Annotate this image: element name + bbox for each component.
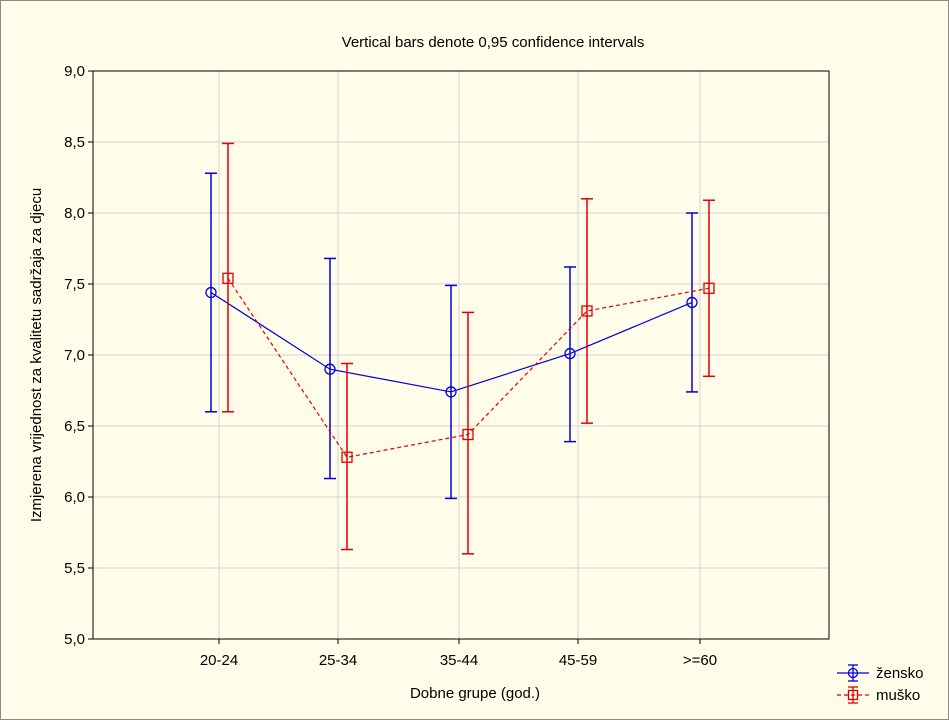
y-tick-label: 9,0 (64, 63, 85, 80)
series-2 (222, 142, 715, 555)
data-point (324, 363, 336, 375)
series-1 (205, 172, 698, 500)
grid (93, 71, 829, 639)
data-point (581, 305, 593, 317)
x-tick-label: 45-59 (559, 652, 597, 669)
y-tick-label: 7,5 (64, 276, 85, 293)
y-tick-label: 6,0 (64, 489, 85, 506)
data-point (445, 386, 457, 398)
y-tick-label: 5,5 (64, 560, 85, 577)
x-axis-label: Dobne grupe (god.) (410, 685, 540, 702)
x-tick-label: 35-44 (440, 652, 478, 669)
x-tick-label: >=60 (683, 652, 717, 669)
data-point (703, 282, 715, 294)
legend-label-2: muško (876, 687, 920, 704)
legend: žensko muško (837, 664, 924, 704)
y-tick-label: 6,5 (64, 418, 85, 435)
y-tick-label: 7,0 (64, 347, 85, 364)
data-point (222, 272, 234, 284)
y-tick-label: 8,0 (64, 205, 85, 222)
data-point (462, 428, 474, 441)
y-axis-ticks: 5,0 5,5 6,0 6,5 7,0 7,5 8,0 8,5 9,0 (64, 63, 93, 648)
x-axis-ticks: 20-24 25-34 35-44 45-59 >=60 (200, 639, 717, 669)
data-point (564, 347, 576, 360)
chart-title: Vertical bars denote 0,95 confidence int… (342, 34, 645, 51)
y-axis-label: Izmjerena vrijednost za kvalitetu sadrža… (28, 188, 45, 522)
x-tick-label: 25-34 (319, 652, 357, 669)
data-point (686, 296, 698, 309)
legend-marker (847, 689, 859, 701)
x-tick-label: 20-24 (200, 652, 238, 669)
data-point (205, 286, 217, 299)
data-point (341, 451, 353, 463)
y-tick-label: 5,0 (64, 631, 85, 648)
series-layer (205, 142, 715, 555)
legend-label-1: žensko (876, 665, 924, 682)
legend-marker (847, 667, 859, 679)
y-tick-label: 8,5 (64, 134, 85, 151)
